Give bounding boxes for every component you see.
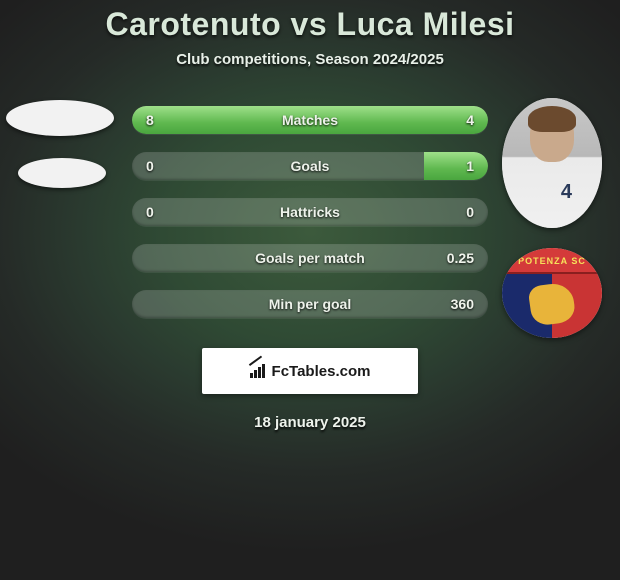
stat-label: Hattricks bbox=[280, 204, 340, 220]
stat-label: Min per goal bbox=[269, 296, 351, 312]
stat-value-left: 0 bbox=[146, 158, 154, 174]
stat-label: Goals per match bbox=[255, 250, 365, 266]
stat-row: 0 Hattricks 0 bbox=[132, 198, 488, 226]
stat-value-right: 0 bbox=[466, 204, 474, 220]
stat-fill-right bbox=[424, 152, 488, 180]
source-badge: FcTables.com bbox=[202, 348, 418, 394]
stat-value-left: 8 bbox=[146, 112, 154, 128]
club-badge-text: POTENZA SC bbox=[502, 248, 602, 274]
right-club-badge: POTENZA SC bbox=[502, 248, 602, 338]
stat-value-right: 0.25 bbox=[447, 250, 474, 266]
stat-row: Goals per match 0.25 bbox=[132, 244, 488, 272]
player-photo: 4 bbox=[502, 98, 602, 228]
stat-value-right: 360 bbox=[451, 296, 474, 312]
right-player-avatar: 4 bbox=[502, 98, 602, 228]
stat-rows: 8 Matches 4 0 Goals 1 0 Hattricks 0 Goals per mat… bbox=[132, 106, 488, 318]
left-player-avatars bbox=[6, 100, 114, 188]
stat-row: 0 Goals 1 bbox=[132, 152, 488, 180]
stat-row: Min per goal 360 bbox=[132, 290, 488, 318]
content-area: 4 POTENZA SC 8Matches40Goals10Hattricks0… bbox=[0, 106, 620, 431]
stat-label: Matches bbox=[282, 112, 338, 128]
player-shirt-number: 4 bbox=[561, 181, 572, 204]
stat-value-right: 1 bbox=[466, 158, 474, 174]
page-title: Carotenuto vs Luca Milesi bbox=[0, 6, 620, 43]
stat-value-left: 0 bbox=[146, 204, 154, 220]
left-club-badge-placeholder bbox=[18, 158, 106, 188]
right-player-avatars: 4 POTENZA SC bbox=[502, 98, 602, 338]
chart-icon bbox=[250, 364, 266, 378]
stat-value-right: 4 bbox=[466, 112, 474, 128]
stat-row: 8 Matches 4 bbox=[132, 106, 488, 134]
snapshot-date: 18 january 2025 bbox=[0, 414, 620, 431]
page-subtitle: Club competitions, Season 2024/2025 bbox=[0, 51, 620, 68]
stat-label: Goals bbox=[291, 158, 330, 174]
comparison-infographic: Carotenuto vs Luca Milesi Club competiti… bbox=[0, 0, 620, 580]
left-player-avatar-placeholder bbox=[6, 100, 114, 136]
source-brand-text: FcTables.com bbox=[272, 363, 371, 380]
